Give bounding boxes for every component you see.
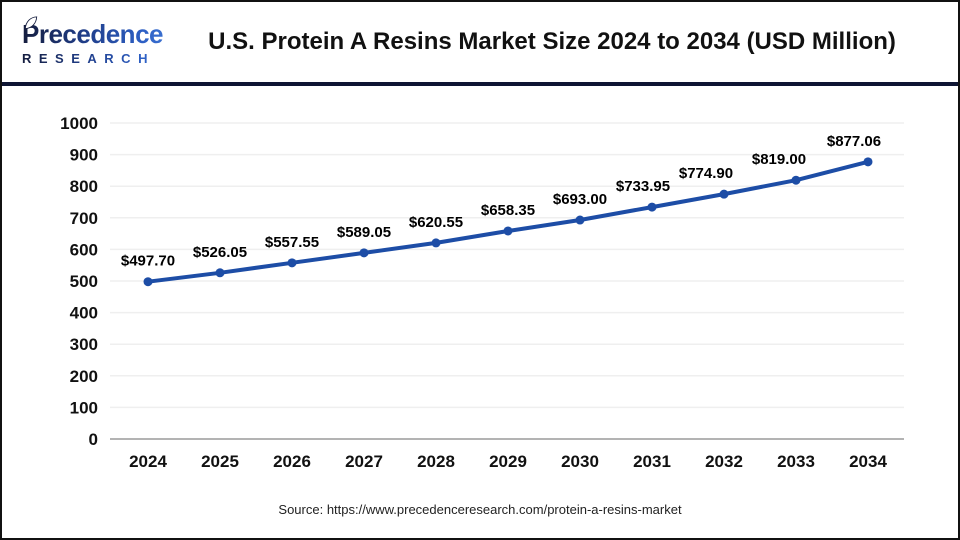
y-tick-label: 100 <box>70 398 98 417</box>
data-point <box>575 215 585 225</box>
x-tick-label: 2027 <box>345 452 383 471</box>
x-tick-label: 2026 <box>273 452 311 471</box>
data-point-label: $658.35 <box>481 202 535 219</box>
x-tick-label: 2033 <box>777 452 815 471</box>
chart-title: U.S. Protein A Resins Market Size 2024 t… <box>208 28 896 56</box>
source-attribution: Source: https://www.precedenceresearch.c… <box>278 502 682 517</box>
data-point-label: $497.70 <box>121 253 175 270</box>
data-point <box>503 226 513 236</box>
data-point <box>359 248 369 258</box>
y-tick-label: 700 <box>70 209 98 228</box>
y-tick-label: 0 <box>89 430 98 449</box>
x-tick-label: 2028 <box>417 452 455 471</box>
trend-line <box>146 159 870 284</box>
logo-leaf-icon <box>24 15 38 29</box>
y-tick-label: 300 <box>70 335 98 354</box>
x-tick-label: 2024 <box>129 452 167 471</box>
data-point <box>719 189 729 199</box>
data-point <box>431 238 441 248</box>
x-tick-label: 2032 <box>705 452 743 471</box>
x-tick-label: 2034 <box>849 452 887 471</box>
data-point <box>287 258 297 268</box>
logo-subname: RESEARCH <box>22 51 194 66</box>
header: Precedence RESEARCH U.S. Protein A Resin… <box>2 2 958 86</box>
chart-area: 0 100 200 300 400 500 600 700 800 900 1000 2024 2025… <box>2 86 958 478</box>
data-point <box>647 202 657 212</box>
x-tick-label: 2030 <box>561 452 599 471</box>
logo-name: Precedence <box>22 18 163 49</box>
data-point-label: $589.05 <box>337 224 391 241</box>
precedence-research-logo: Precedence RESEARCH <box>22 15 194 66</box>
data-point-label: $620.55 <box>409 214 463 231</box>
data-point <box>215 268 225 278</box>
y-tick-label: 400 <box>70 304 98 323</box>
data-point-label: $774.90 <box>679 165 733 182</box>
data-point-label: $557.55 <box>265 234 319 251</box>
data-point-label: $733.95 <box>616 178 670 195</box>
y-tick-label: 200 <box>70 367 98 386</box>
data-point-label: $819.00 <box>752 151 806 168</box>
line-chart: 0 100 200 300 400 500 600 700 800 900 1000 2024 2025… <box>60 114 904 471</box>
data-point <box>791 175 801 185</box>
x-tick-label: 2025 <box>201 452 239 471</box>
y-tick-label: 800 <box>70 177 98 196</box>
data-point-label: $877.06 <box>827 133 881 150</box>
x-tick-label: 2029 <box>489 452 527 471</box>
data-point <box>863 157 873 167</box>
x-tick-label: 2031 <box>633 452 671 471</box>
y-tick-label: 1000 <box>60 114 98 133</box>
data-point-label: $526.05 <box>193 244 247 261</box>
y-tick-label: 900 <box>70 146 98 165</box>
y-tick-label: 500 <box>70 272 98 291</box>
y-tick-label: 600 <box>70 240 98 259</box>
data-point <box>143 277 153 287</box>
logo-wordmark: Precedence <box>22 15 194 50</box>
data-point-label: $693.00 <box>553 191 607 208</box>
